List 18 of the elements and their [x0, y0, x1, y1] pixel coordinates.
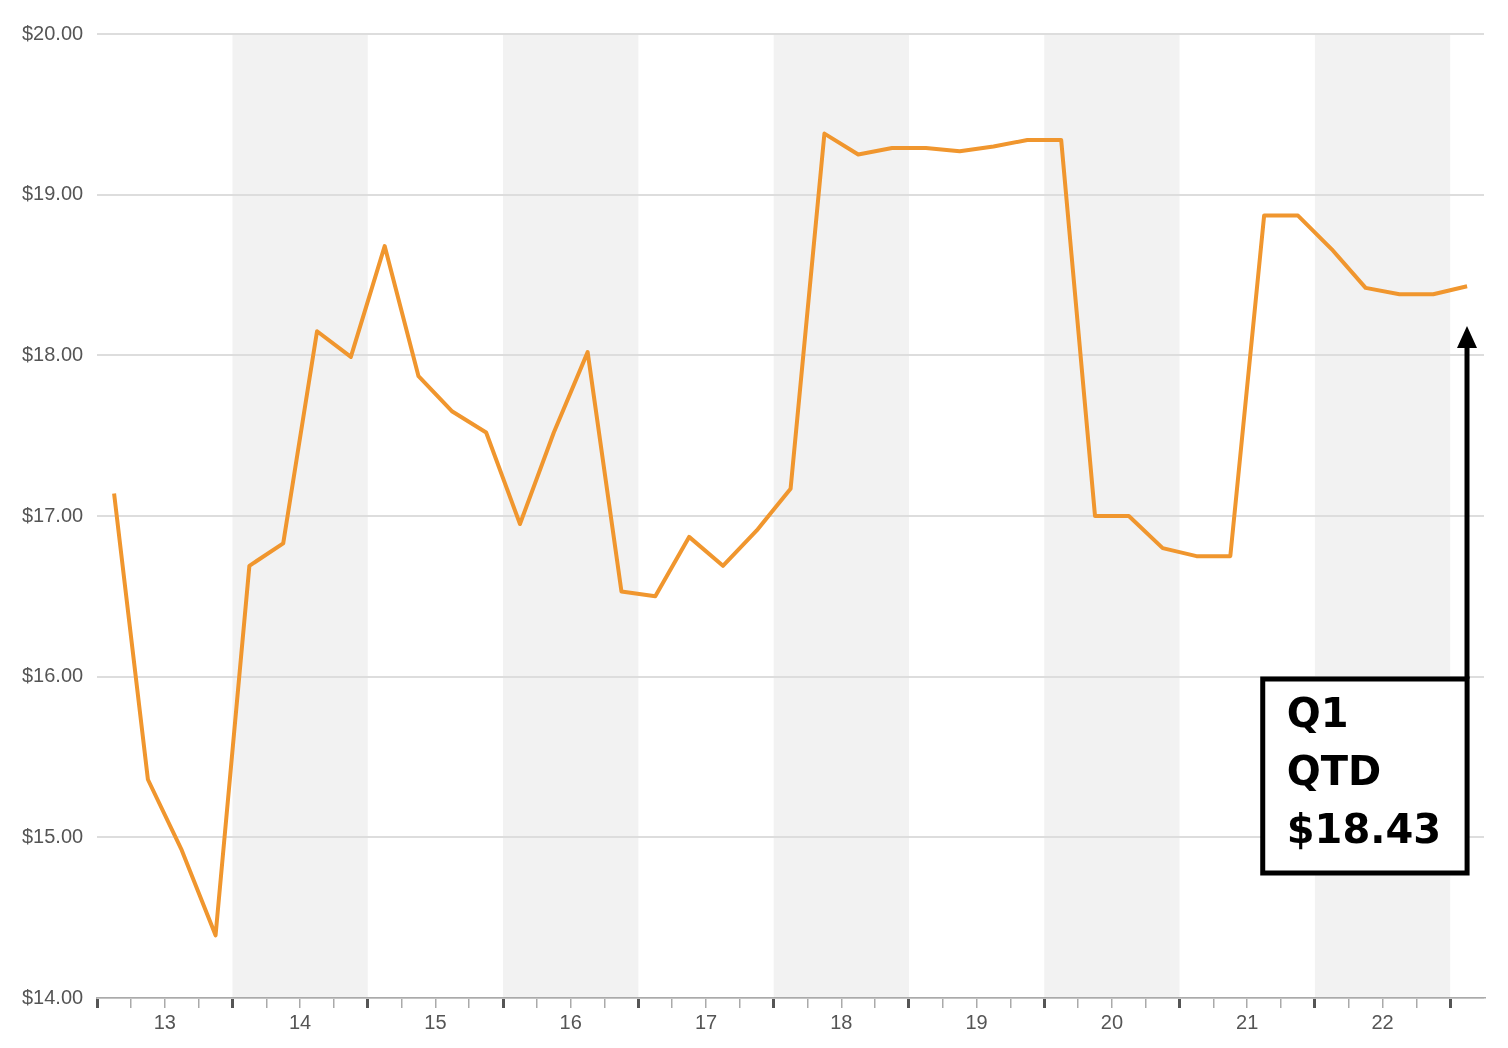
y-tick-label: $14.00	[22, 985, 84, 1008]
x-tick-label: 16	[559, 1010, 582, 1033]
y-tick-label: $18.00	[22, 342, 84, 365]
x-tick-label: 22	[1371, 1010, 1394, 1033]
x-tick-label: 20	[1100, 1010, 1124, 1033]
x-tick-label: 15	[424, 1010, 447, 1033]
y-tick-label: $16.00	[22, 664, 84, 687]
x-tick-label: 13	[153, 1010, 176, 1033]
y-tick-label: $20.00	[22, 21, 84, 44]
x-tick-label: 18	[830, 1010, 853, 1033]
x-tick-label: 19	[965, 1010, 988, 1033]
x-tick-label: 21	[1236, 1010, 1259, 1033]
annotation: Q1 QTD $18.43	[1286, 690, 1442, 853]
y-tick-label: $17.00	[22, 503, 84, 526]
x-tick-label: 17	[694, 1010, 718, 1033]
y-tick-label: $19.00	[22, 182, 84, 205]
x-tick-label: 14	[289, 1010, 312, 1033]
y-tick-label: $15.00	[22, 824, 84, 847]
